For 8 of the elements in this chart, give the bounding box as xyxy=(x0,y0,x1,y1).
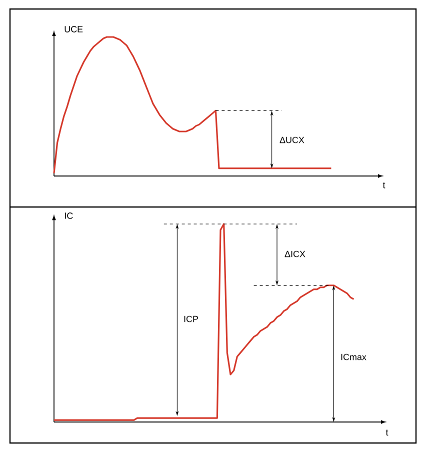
annotation: ΔUCX xyxy=(280,136,304,144)
x-axis-title: t xyxy=(386,430,388,436)
annotation: ΔICX xyxy=(284,250,306,258)
x-axis-title: t xyxy=(382,182,386,188)
y-axis-title: UCE xyxy=(64,26,83,32)
annotation: ICP xyxy=(184,316,198,322)
annotation: ICmax xyxy=(341,354,366,360)
y-axis-title: IC xyxy=(65,212,73,219)
